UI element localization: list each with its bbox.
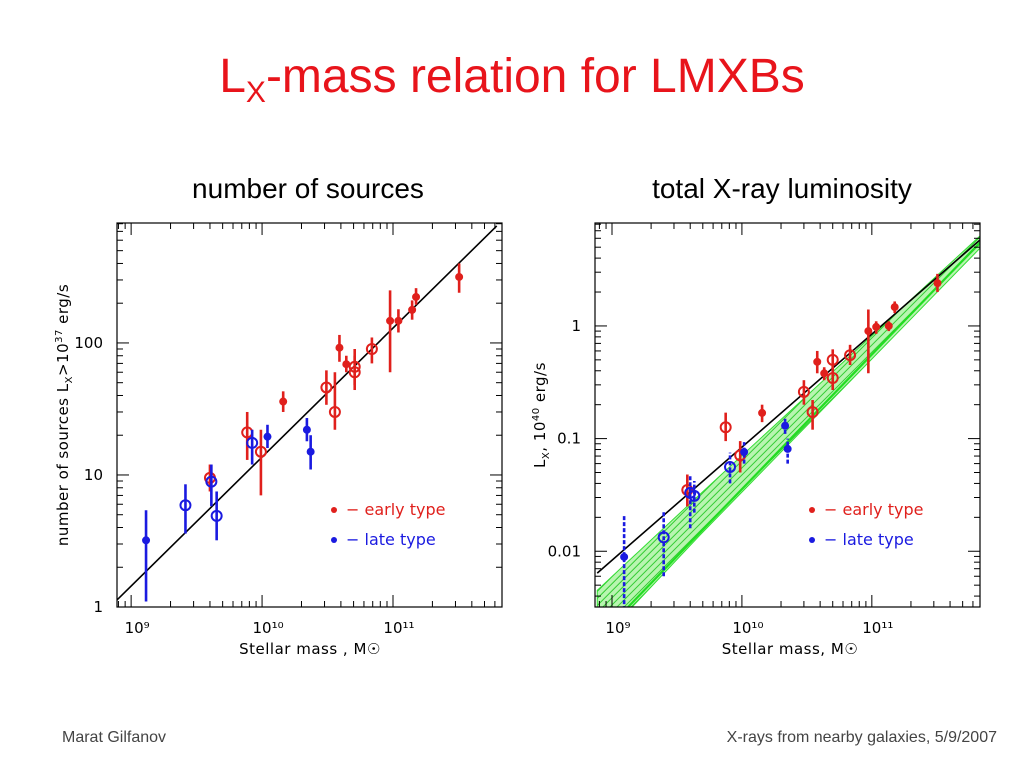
x-tick-label: 10¹⁰ [732,619,763,637]
point [740,448,749,457]
open-point [657,531,670,544]
open-point [826,372,839,385]
open-point [205,475,218,488]
open-point [797,385,810,398]
point [302,425,311,434]
y-axis-label: number of sources LX>1037 erg/s [54,284,75,546]
point [142,536,151,545]
slide-title: LX-mass relation for LMXBs [219,50,805,109]
point [394,316,403,325]
point [813,357,822,366]
fit-line [117,225,498,601]
open-point [724,460,737,473]
open-point [320,381,333,394]
footer: X-rays from nearby galaxies, 5/9/2007 [727,729,997,746]
point [884,321,893,330]
open-point [348,366,361,379]
open-point [681,483,694,496]
y-tick-label: 0.01 [548,542,581,560]
open-point [826,353,839,366]
label-part: , 10 [531,421,549,452]
open-point [210,509,223,522]
point [783,444,792,453]
point [335,343,344,352]
label-part: number of sources L [54,383,72,546]
legend-marker [331,507,337,513]
point [820,369,829,378]
legend-marker [809,537,815,543]
open-point [365,342,378,355]
open-point [179,499,192,512]
author: Marat Gilfanov [62,729,166,746]
plot: 10⁹ 10¹⁰ 10¹¹ 0.01 0.1 1 − early type − late ty… [548,222,981,637]
plot-area [117,225,498,602]
open-point [844,349,857,362]
x-axis-label: Stellar mass , M☉ [239,640,381,658]
open-point [688,489,701,502]
chart-title: number of sources [192,173,424,204]
title-subscript: X [246,76,266,109]
label-part: erg/s [531,362,549,407]
point [758,408,767,417]
plot-frame [116,222,503,608]
x-tick-label: 10¹¹ [862,619,893,637]
fit-line [627,241,980,607]
legend-marker [331,537,337,543]
y-tick-label: 1 [93,598,103,616]
chart-title: total X-ray luminosity [652,173,912,204]
x-tick-label: 10¹⁰ [252,619,283,637]
legend-label: − late type [346,530,436,549]
legend-label: − early type [824,500,923,519]
label-part: L [531,459,549,468]
point [408,305,417,314]
plot-frame [594,222,981,608]
point [620,552,629,561]
x-tick-label: 10⁹ [125,619,150,637]
x-tick-label: 10¹¹ [383,619,414,637]
label-sup: 40 [531,407,542,421]
legend-label: − early type [346,500,445,519]
point [890,303,899,312]
label-sup: 37 [54,329,65,343]
point [933,279,942,288]
title-part: -mass relation for LMXBs [266,50,805,103]
label-part: erg/s [54,284,72,329]
y-tick-label: 0.1 [557,430,581,448]
open-point [806,406,819,419]
y-tick-label: 100 [74,334,103,352]
point [412,292,421,301]
plot: 10⁹ 10¹⁰ 10¹¹ 1 10 100 − early type − late type [74,222,503,637]
label-sub: X [64,376,75,383]
y-tick-label: 1 [571,317,581,335]
open-point [254,445,267,458]
point [864,327,873,336]
y-tick-label: 10 [84,466,103,484]
legend-marker [809,507,815,513]
point [386,316,395,325]
legend-label: − late type [824,530,914,549]
point [872,322,881,331]
plot-area [596,235,980,607]
title-part: L [219,50,246,103]
y-axis-label: LX, 1040 erg/s [531,362,552,468]
open-point [719,421,732,434]
open-point [246,436,259,449]
point [279,397,288,406]
point [306,447,315,456]
fit-line [596,239,980,574]
x-tick-label: 10⁹ [605,619,630,637]
label-sub: X [541,452,552,459]
point [263,432,272,441]
label-part: >10 [54,343,72,376]
point [455,272,464,281]
point [781,421,790,430]
open-point [328,405,341,418]
x-axis-label: Stellar mass, M☉ [722,640,858,658]
